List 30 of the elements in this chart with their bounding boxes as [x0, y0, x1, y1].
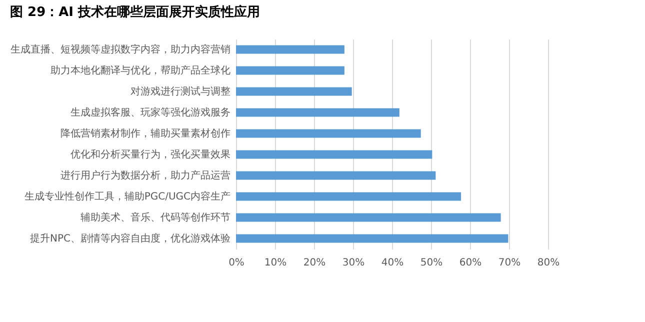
x-tick-label: 70% — [498, 258, 521, 268]
bar — [236, 45, 344, 54]
bar — [236, 129, 421, 138]
y-tick-label: 进行用户行为数据分析，助力产品运营 — [60, 170, 230, 182]
bar — [236, 171, 436, 180]
x-tick-label: 20% — [303, 258, 326, 268]
x-tick-label: 40% — [381, 258, 404, 268]
x-tick-label: 80% — [537, 258, 560, 268]
y-tick-label: 生成直播、短视频等虚拟数字内容，助力内容营销 — [10, 44, 230, 56]
y-tick-label: 助力本地化翻译与优化，帮助产品全球化 — [50, 64, 230, 76]
y-tick-label: 降低营销素材制作，辅助买量素材创作 — [60, 128, 230, 140]
bar — [236, 108, 400, 117]
y-tick-label: 提升NPC、剧情等内容自由度，优化游戏体验 — [30, 232, 230, 244]
y-tick-label: 生成专业性创作工具，辅助PGC/UGC内容生产 — [24, 190, 230, 202]
bar — [236, 192, 462, 201]
bar — [236, 150, 432, 159]
bar — [236, 234, 508, 243]
x-tick-label: 10% — [264, 258, 287, 268]
y-tick-label: 优化和分析买量行为，强化买量效果 — [70, 148, 230, 160]
y-tick-label: 生成虚拟客服、玩家等强化游戏服务 — [70, 106, 230, 118]
x-tick-label: 50% — [420, 258, 443, 268]
x-tick-label: 60% — [459, 258, 482, 268]
y-tick-label: 对游戏进行测试与调整 — [130, 86, 230, 98]
bar — [236, 66, 344, 75]
chart-title: 图 29：AI 技术在哪些层面展开实质性应用 — [10, 4, 260, 20]
x-tick-label: 0% — [228, 258, 244, 268]
bar — [236, 213, 501, 222]
y-tick-label: 辅助美术、音乐、代码等创作环节 — [80, 212, 230, 224]
x-tick-label: 30% — [342, 258, 365, 268]
bar — [236, 87, 352, 96]
